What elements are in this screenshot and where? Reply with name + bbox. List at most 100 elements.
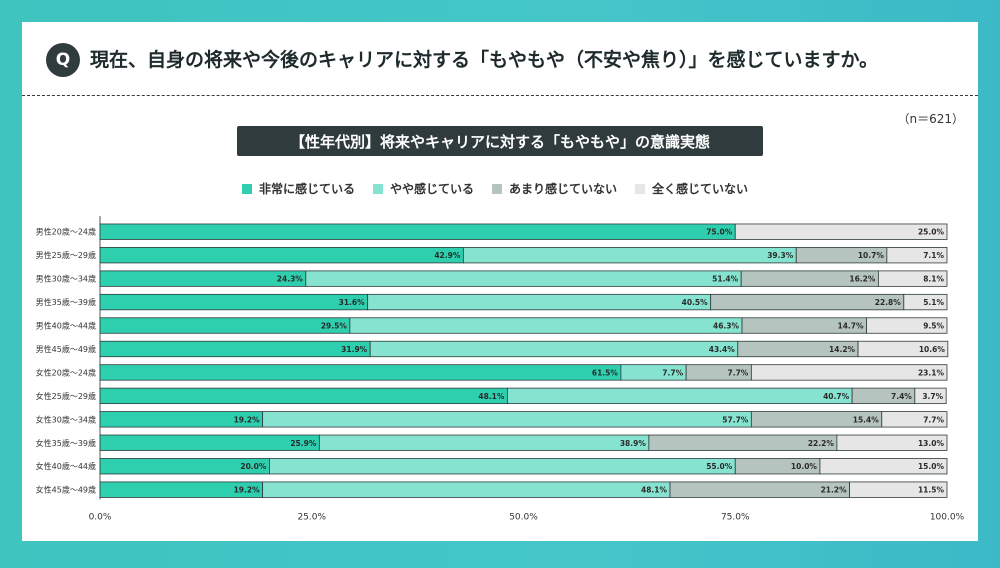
x-tick-label: 25.0% <box>297 512 326 522</box>
data-label: 51.4% <box>712 275 739 284</box>
category-label: 女性20歳〜24歳 <box>36 367 96 377</box>
legend-label: 全く感じていない <box>652 182 749 196</box>
chart-title: 【性年代別】将来やキャリアに対する「もやもや」の意識実態 <box>237 126 763 156</box>
data-label: 16.2% <box>849 275 876 284</box>
data-label: 43.4% <box>709 345 736 354</box>
data-label: 14.7% <box>838 322 865 331</box>
bar-segment <box>349 317 743 334</box>
bar-segment <box>881 411 948 428</box>
bar-segment <box>914 387 947 405</box>
bar-segment <box>877 270 948 287</box>
data-label: 21.2% <box>821 486 848 495</box>
data-label: 48.1% <box>641 486 668 495</box>
bar-segment <box>99 293 369 311</box>
data-label: 25.9% <box>290 439 317 448</box>
x-tick-label: 75.0% <box>721 512 750 522</box>
bar-segment <box>99 434 320 451</box>
data-label: 39.3% <box>767 251 794 260</box>
data-label: 19.2% <box>234 415 261 424</box>
legend-swatch <box>242 183 252 194</box>
data-label: 75.0% <box>706 228 733 237</box>
bar-segment <box>857 340 949 358</box>
data-label: 19.2% <box>234 486 261 495</box>
data-label: 57.7% <box>722 415 749 424</box>
bar-segment <box>750 364 948 381</box>
legend-swatch <box>492 183 503 194</box>
data-label: 3.7% <box>922 392 943 401</box>
category-label: 女性30歳〜34歳 <box>36 414 96 424</box>
bar-segment <box>507 387 853 405</box>
bar-segment <box>268 458 736 475</box>
data-label: 22.2% <box>808 439 835 448</box>
data-label: 7.7% <box>923 415 944 424</box>
data-label: 31.9% <box>341 345 368 354</box>
bar-segment <box>849 481 948 498</box>
data-label: 15.0% <box>918 462 945 471</box>
stacked-bar-chart: 男性20歳〜24歳 75.0% 25.0% 男性25歳〜29歳 42.9% 39.3% 10… <box>36 216 965 522</box>
bar-segment <box>318 434 650 451</box>
category-label: 男性45歳〜49歳 <box>36 344 96 354</box>
data-label: 5.1% <box>923 298 944 307</box>
category-label: 男性40歳〜44歳 <box>36 321 96 331</box>
legend-item: やや感じている <box>373 180 474 197</box>
bar-segment <box>866 317 948 334</box>
legend-item: あまり感じていない <box>492 180 617 197</box>
category-label: 男性20歳〜24歳 <box>36 227 96 237</box>
content-card: Q 現在、自身の将来や今後のキャリアに対する「もやもや（不安や焦り）」を感じてい… <box>22 22 978 541</box>
data-label: 38.9% <box>620 439 647 448</box>
data-label: 24.3% <box>277 275 304 284</box>
dashed-divider <box>22 95 978 96</box>
legend-item: 全く感じていない <box>635 180 748 197</box>
bar-segment <box>836 434 948 451</box>
category-label: 女性40歳〜44歳 <box>36 461 96 471</box>
bar-segment <box>305 270 742 287</box>
category-label: 女性25歳〜29歳 <box>36 391 96 401</box>
data-label: 7.7% <box>662 368 683 377</box>
data-label: 13.0% <box>918 439 945 448</box>
data-label: 8.1% <box>923 275 944 284</box>
bar-segment <box>734 223 948 240</box>
data-label: 10.6% <box>919 345 946 354</box>
bar-segment <box>903 293 948 311</box>
data-label: 7.1% <box>923 251 944 260</box>
x-tick-label: 0.0% <box>89 512 112 522</box>
data-label: 46.3% <box>713 322 740 331</box>
bar-segment <box>819 458 948 475</box>
question-text: 現在、自身の将来や今後のキャリアに対する「もやもや（不安や焦り）」を感じています… <box>90 49 879 71</box>
legend-swatch <box>635 183 646 194</box>
data-label: 31.6% <box>339 298 366 307</box>
bar-segment <box>369 340 739 358</box>
legend-label: やや感じている <box>390 182 475 196</box>
data-label: 61.5% <box>592 368 619 377</box>
bar-segment <box>99 223 736 240</box>
sample-size-label: （n＝621） <box>897 112 964 126</box>
category-label: 男性30歳〜34歳 <box>36 274 96 284</box>
bar-segment <box>99 340 371 358</box>
data-label: 55.0% <box>706 462 733 471</box>
legend-item: 非常に感じている <box>242 180 355 197</box>
data-label: 48.1% <box>478 392 505 401</box>
bar-segment <box>462 247 797 264</box>
bar-segment <box>99 247 464 264</box>
data-label: 9.5% <box>923 322 944 331</box>
x-tick-label: 100.0% <box>930 512 965 522</box>
data-label: 10.0% <box>791 462 818 471</box>
category-label: 女性35歳〜39歳 <box>36 438 96 448</box>
bar-segment <box>99 270 307 287</box>
bar-segment <box>99 364 622 381</box>
chart-legend: 非常に感じている やや感じている あまり感じていない 全く感じていない <box>242 180 748 197</box>
data-label: 29.5% <box>321 322 348 331</box>
bar-segment <box>99 317 351 334</box>
data-label: 11.5% <box>918 486 945 495</box>
data-label: 20.0% <box>240 462 267 471</box>
bar-segment <box>262 481 671 498</box>
data-label: 25.0% <box>918 228 945 237</box>
legend-label: あまり感じていない <box>509 182 618 196</box>
data-label: 7.7% <box>728 368 749 377</box>
bar-segment <box>886 247 948 264</box>
data-label: 14.2% <box>829 345 856 354</box>
data-label: 10.7% <box>858 251 885 260</box>
data-label: 40.7% <box>823 392 850 401</box>
data-label: 7.4% <box>891 392 912 401</box>
data-label: 23.1% <box>918 368 945 377</box>
